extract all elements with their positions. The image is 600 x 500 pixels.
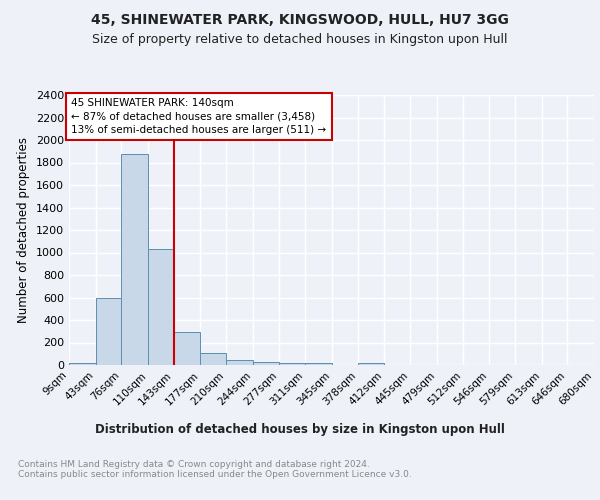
Text: 45, SHINEWATER PARK, KINGSWOOD, HULL, HU7 3GG: 45, SHINEWATER PARK, KINGSWOOD, HULL, HU… — [91, 12, 509, 26]
Y-axis label: Number of detached properties: Number of detached properties — [17, 137, 31, 323]
Text: Contains HM Land Registry data © Crown copyright and database right 2024.
Contai: Contains HM Land Registry data © Crown c… — [18, 460, 412, 479]
Text: Size of property relative to detached houses in Kingston upon Hull: Size of property relative to detached ho… — [92, 32, 508, 46]
Bar — [174, 332, 200, 365]
Bar — [305, 363, 332, 365]
Bar — [278, 363, 305, 365]
Bar — [200, 352, 226, 365]
Bar — [148, 249, 174, 365]
Bar — [358, 363, 385, 365]
Bar — [253, 362, 278, 365]
Bar — [95, 298, 121, 365]
Bar — [69, 363, 95, 365]
Bar — [121, 154, 148, 365]
Text: Distribution of detached houses by size in Kingston upon Hull: Distribution of detached houses by size … — [95, 422, 505, 436]
Text: 45 SHINEWATER PARK: 140sqm
← 87% of detached houses are smaller (3,458)
13% of s: 45 SHINEWATER PARK: 140sqm ← 87% of deta… — [71, 98, 326, 135]
Bar — [226, 360, 253, 365]
